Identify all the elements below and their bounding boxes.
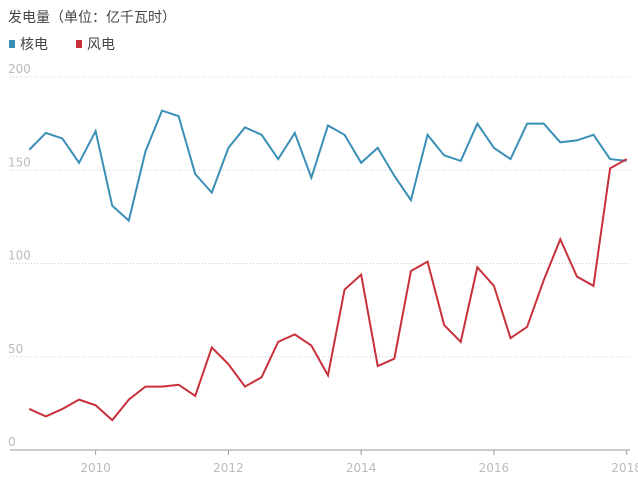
- y-tick-label: 0: [8, 435, 16, 449]
- x-tick-label: 2016: [479, 461, 510, 475]
- y-tick-label: 50: [8, 342, 23, 356]
- x-tick-label: 2012: [213, 461, 244, 475]
- legend-swatch: [76, 40, 82, 48]
- line-series: [28, 158, 628, 422]
- x-tick-label: 2010: [80, 461, 111, 475]
- y-tick-label: 200: [8, 62, 31, 76]
- legend-swatch: [9, 40, 15, 48]
- x-tick-label: 2018: [611, 461, 638, 475]
- x-tick-label: 2014: [346, 461, 377, 475]
- legend-label: 核电: [20, 37, 48, 53]
- y-tick-label: 150: [8, 155, 31, 169]
- line-series: [28, 109, 627, 223]
- chart-title: 发电量（单位：亿千瓦时）: [8, 10, 176, 26]
- y-tick-label: 100: [8, 249, 31, 263]
- legend-label: 风电: [87, 37, 115, 53]
